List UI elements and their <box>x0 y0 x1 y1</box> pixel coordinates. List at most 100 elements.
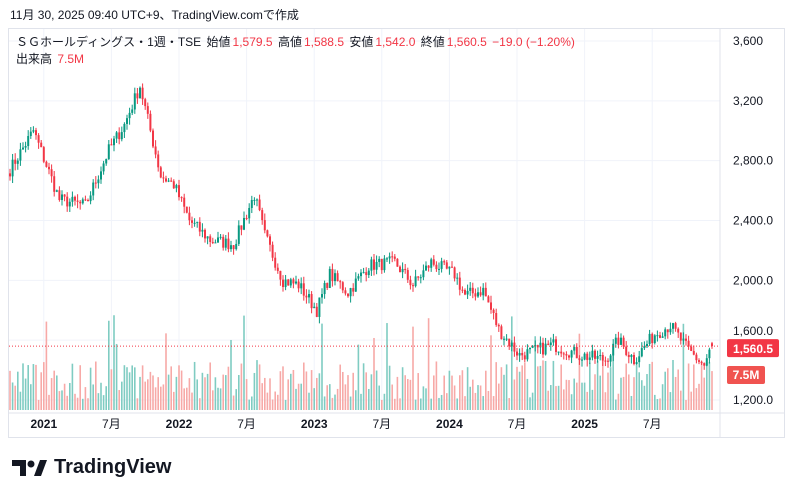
candle-body <box>271 244 274 258</box>
volume-bar <box>404 375 406 410</box>
volume-bar <box>477 385 479 410</box>
volume-bar <box>373 337 375 410</box>
candle-body <box>336 273 339 282</box>
candle-body <box>477 292 479 297</box>
x-tick-label: 2021 <box>30 417 57 431</box>
candle-body <box>638 356 641 363</box>
volume-bar <box>503 374 505 410</box>
candle-body <box>253 199 256 201</box>
volume-bar <box>69 383 71 410</box>
candle-body <box>414 276 417 287</box>
candle-body <box>526 349 529 360</box>
volume-bar <box>63 383 66 410</box>
candle-body <box>596 355 599 359</box>
volume-bar <box>326 385 328 410</box>
price-chart[interactable]: 3,6003,2002,800.02,400.02,000.01,600.01,… <box>0 0 795 440</box>
volume-bar <box>570 394 573 410</box>
open-label: 始値 <box>206 35 231 49</box>
candle-body <box>482 287 485 296</box>
candle-body <box>22 147 24 150</box>
candle-body <box>630 354 633 358</box>
volume-bar <box>456 398 458 410</box>
candle-body <box>451 266 453 268</box>
tradingview-logo[interactable]: TradingView <box>12 456 171 479</box>
volume-bar <box>30 384 32 410</box>
candle-body <box>672 323 674 329</box>
candle-body <box>695 354 698 361</box>
candle-body <box>661 336 664 338</box>
y-tick-label: 3,600 <box>733 34 763 48</box>
candle-body <box>35 130 37 136</box>
volume-bar <box>508 398 510 410</box>
candle-body <box>315 306 318 317</box>
candle-body <box>58 190 61 200</box>
volume-bar <box>136 398 139 410</box>
candle-body <box>178 185 180 198</box>
candle-body <box>664 329 667 337</box>
candle-body <box>230 245 232 250</box>
volume-bar <box>24 378 27 410</box>
candle-body <box>243 217 245 230</box>
volume-bar <box>433 375 435 410</box>
candle-body <box>175 185 178 189</box>
symbol-title[interactable]: ＳＧホールディングス・1週・TSE <box>16 35 202 49</box>
volume-bar <box>596 360 599 410</box>
candle-body <box>63 194 66 197</box>
volume-bar <box>313 388 315 410</box>
volume-bar <box>186 387 188 410</box>
candle-body <box>37 135 40 143</box>
candle-body <box>531 345 534 348</box>
volume-bar <box>92 384 94 410</box>
candle-body <box>87 200 89 202</box>
candle-body <box>430 259 433 268</box>
candle-body <box>167 180 170 182</box>
candle-body <box>105 159 108 164</box>
volume-bar <box>391 384 393 410</box>
candle-body <box>323 283 326 295</box>
candle-body <box>334 273 336 282</box>
candle-body <box>435 264 438 270</box>
candle-body <box>300 283 303 289</box>
candle-body <box>539 342 542 348</box>
tv-logo-icon <box>12 459 47 476</box>
volume-bar <box>703 377 705 410</box>
candle-body <box>240 225 243 230</box>
candle-body <box>313 306 316 309</box>
candle-body <box>128 112 131 119</box>
volume-bar <box>612 345 614 410</box>
candle-body <box>409 279 412 286</box>
candle-body <box>682 338 685 341</box>
candle-body <box>461 289 464 291</box>
volume-bar <box>180 370 183 410</box>
volume-bar <box>292 369 295 410</box>
candle-body <box>568 355 570 358</box>
candle-body <box>45 161 48 167</box>
candle-body <box>404 268 407 271</box>
candle-body <box>547 343 550 346</box>
volume-bar <box>643 385 646 410</box>
candle-body <box>471 287 474 294</box>
volume-bar <box>175 376 178 410</box>
volume-bar <box>76 397 79 410</box>
x-tick-label: 7月 <box>372 417 391 431</box>
candle-body <box>646 343 648 347</box>
volume-bar <box>310 370 313 410</box>
candle-body <box>16 160 19 164</box>
volume-bar <box>188 378 191 410</box>
volume-bar <box>160 386 162 410</box>
symbol-legend: ＳＧホールディングス・1週・TSE 始値 1,579.5 高値 1,588.5 安値… <box>16 34 577 68</box>
candle-body <box>55 190 58 192</box>
candle-body <box>651 333 654 344</box>
candle-body <box>396 258 399 267</box>
chart-frame[interactable] <box>8 28 785 438</box>
volume-bar <box>599 375 601 410</box>
candle-body <box>367 270 370 276</box>
low-value: 1,542.0 <box>375 35 416 49</box>
volume-bar <box>487 390 490 410</box>
volume-bar <box>656 399 659 410</box>
volume-bar <box>84 387 87 410</box>
candle-body <box>669 328 672 333</box>
volume-bar <box>74 393 76 410</box>
volume-bar <box>620 377 622 410</box>
volume-bar <box>329 384 331 410</box>
